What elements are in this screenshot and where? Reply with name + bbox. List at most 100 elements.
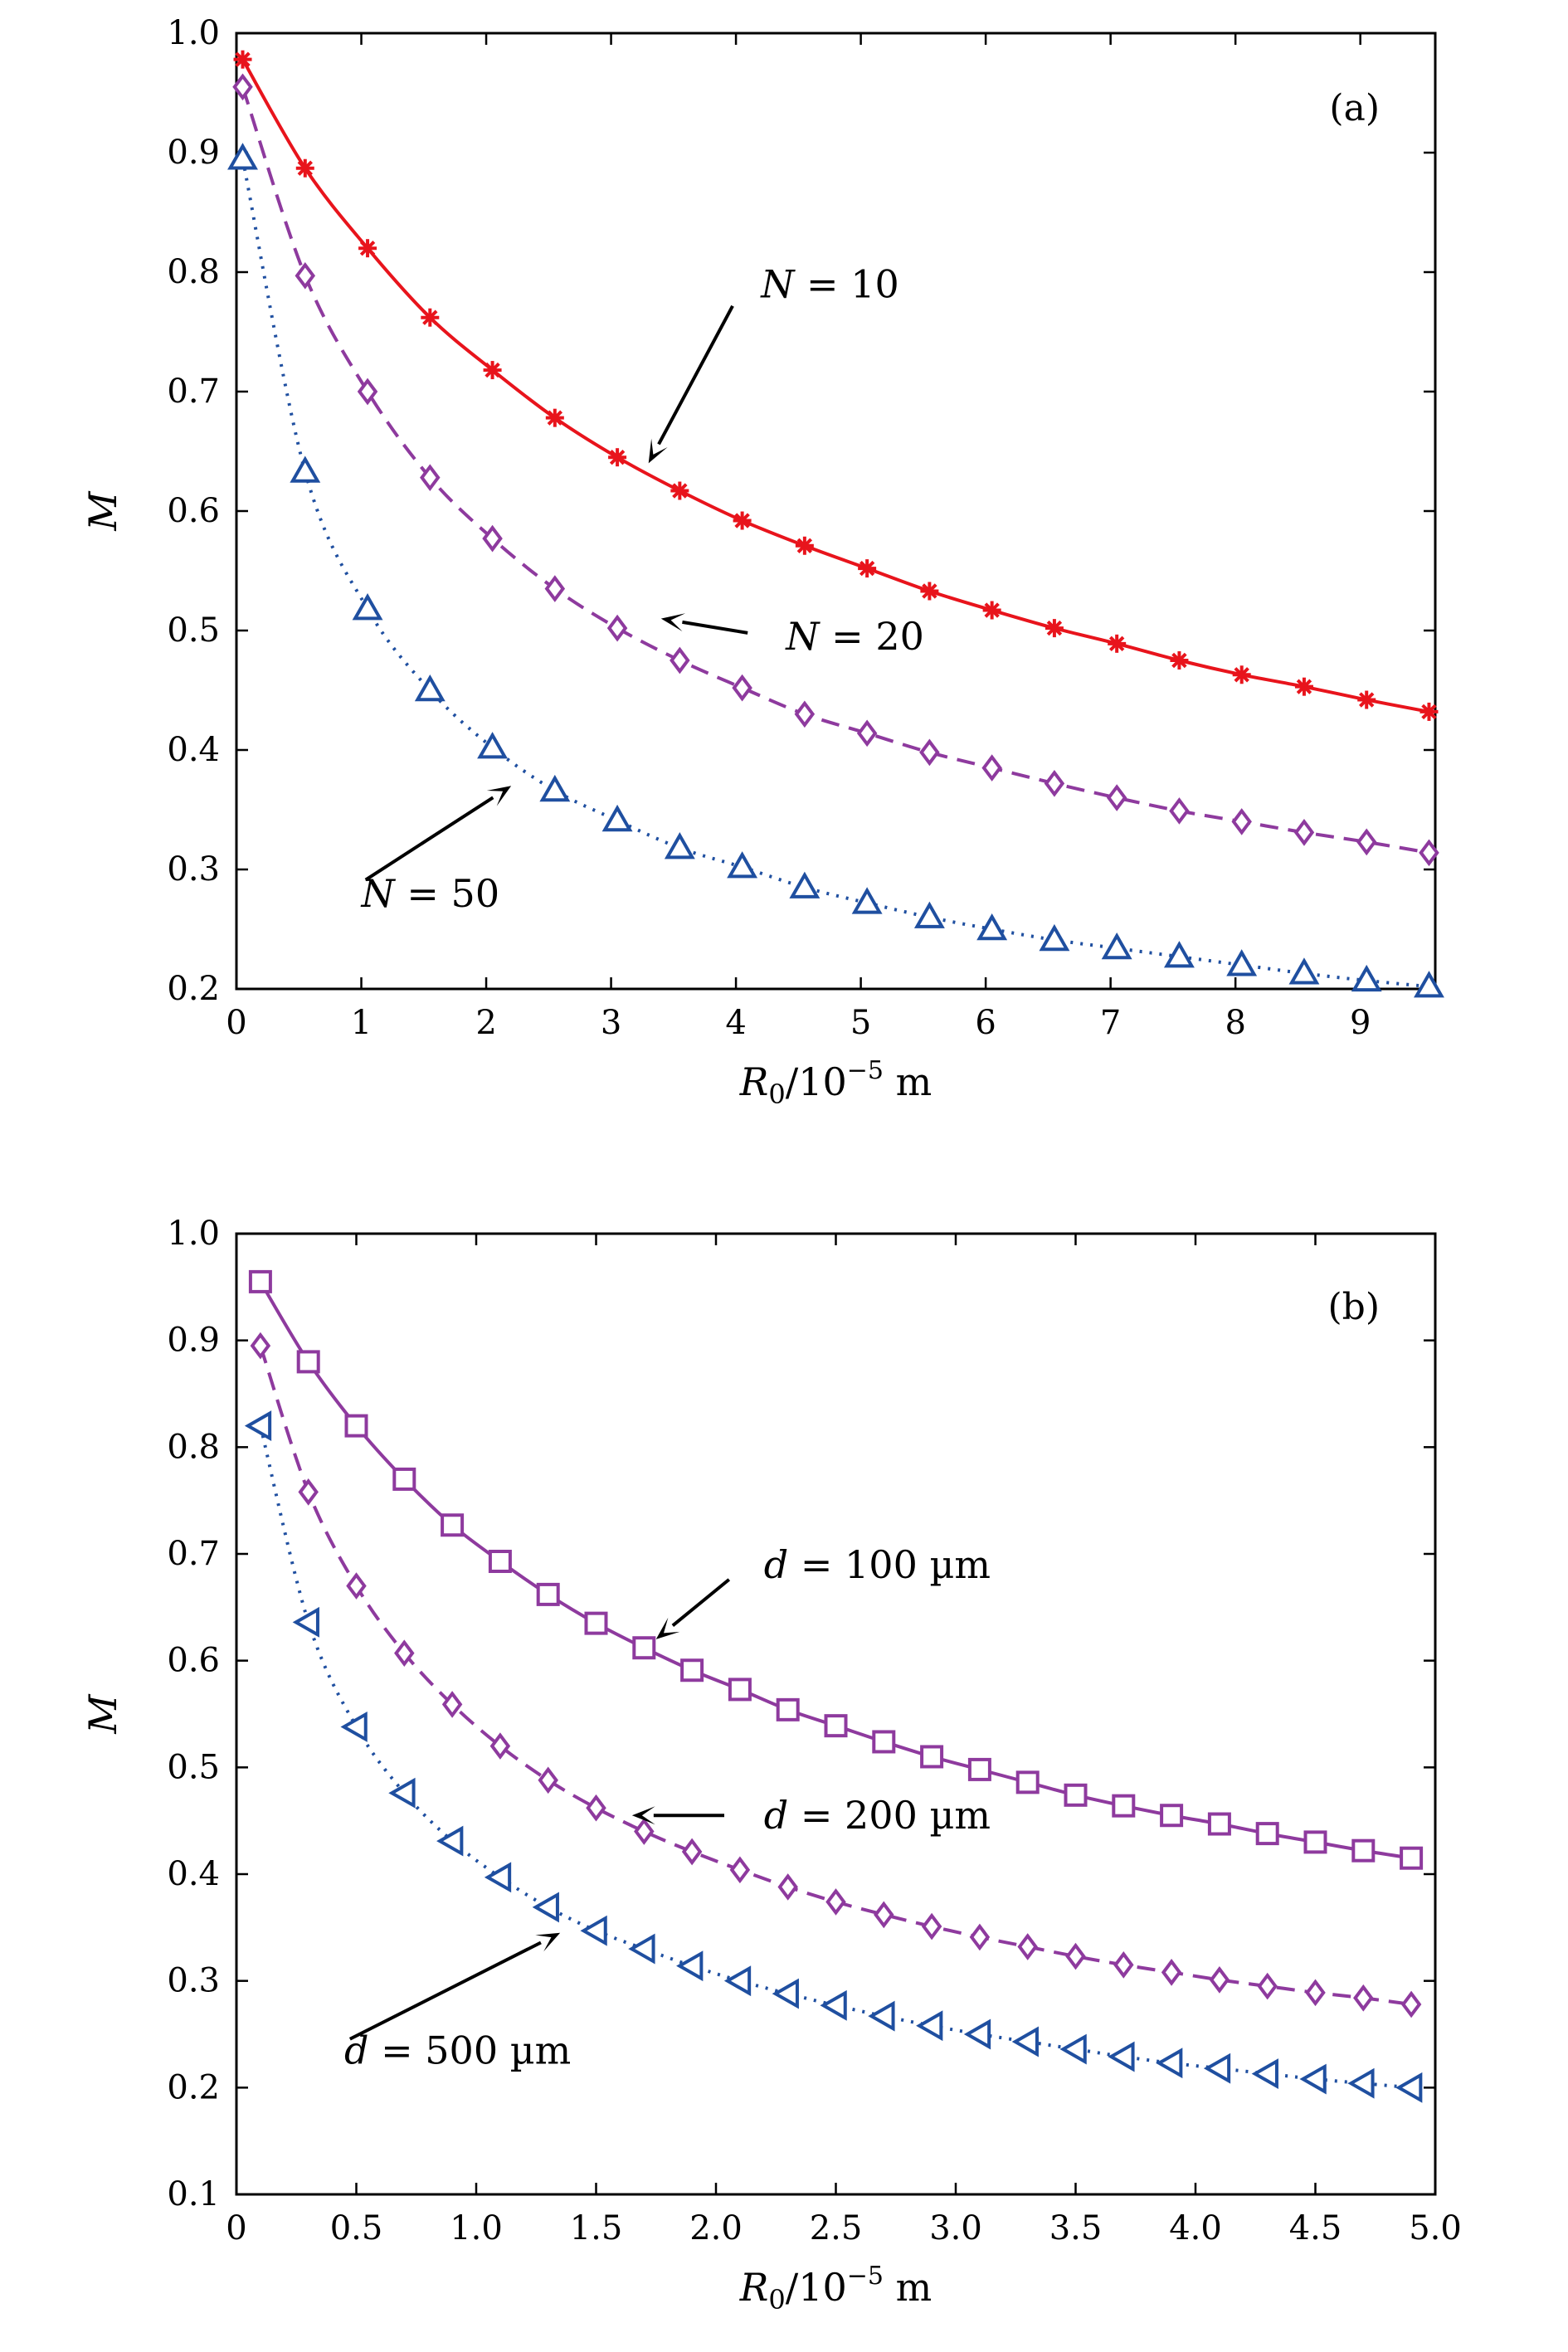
- data-point-2: [1101, 933, 1132, 960]
- data-point-0-stroke: [1421, 704, 1437, 720]
- data-point-2: [601, 804, 633, 832]
- data-point-1: [1161, 1959, 1182, 1986]
- data-point-2: [851, 887, 883, 914]
- y-tick-label: 0.2: [167, 970, 220, 1008]
- data-point-0: [608, 448, 627, 467]
- annotation-label-var: d: [764, 1542, 788, 1587]
- data-point-1: [981, 754, 1002, 782]
- data-point-0: [1255, 1822, 1279, 1846]
- data-point-0-stroke: [609, 450, 626, 465]
- y-tick-label: 0.4: [167, 1855, 220, 1893]
- data-point-0: [1303, 1830, 1327, 1854]
- y-tick-label: 0.2: [167, 2068, 220, 2106]
- data-point-0-stroke: [734, 513, 750, 528]
- x-axis-label-exp: −5: [847, 1056, 884, 1085]
- data-point-2: [820, 1989, 847, 2021]
- data-point-0: [1064, 1783, 1088, 1807]
- data-point-2: [628, 1933, 655, 1965]
- data-point-2: [664, 832, 695, 859]
- annotation-label-text: = 10: [794, 261, 898, 306]
- data-point-0: [1112, 1794, 1136, 1818]
- data-point-0: [1357, 690, 1376, 709]
- data-point-0: [1015, 1770, 1040, 1794]
- data-point-0: [1294, 677, 1313, 696]
- data-point-1: [634, 1818, 655, 1845]
- data-point-2: [1288, 957, 1320, 985]
- data-point-0: [1351, 1838, 1376, 1863]
- x-axis-label-var: R: [739, 1059, 769, 1104]
- data-point-0: [776, 1697, 800, 1721]
- data-point-1: [777, 1873, 798, 1901]
- data-point-2: [580, 1915, 607, 1946]
- data-point-1: [732, 674, 752, 702]
- data-point-1: [670, 646, 690, 674]
- y-tick-label: 0.1: [167, 2175, 220, 2213]
- data-point-0: [920, 582, 939, 601]
- annotation-arrowhead: [535, 1932, 561, 1952]
- x-tick-label: 9: [1350, 1004, 1371, 1042]
- data-point-0: [488, 1550, 512, 1574]
- x-tick-label: 1: [351, 1004, 372, 1042]
- data-point-0-stroke: [547, 410, 563, 426]
- x-tick-label: 0.5: [330, 2209, 383, 2247]
- data-point-0: [728, 1678, 752, 1702]
- data-point-2: [340, 1711, 368, 1742]
- annotation-label-text: = 200 µm: [788, 1793, 991, 1838]
- x-tick-label: 8: [1225, 1004, 1245, 1042]
- data-point-1: [1044, 769, 1065, 797]
- data-point-2: [723, 1965, 752, 1997]
- data-point-0: [920, 1745, 944, 1769]
- annotation-label-var: N: [760, 261, 796, 306]
- data-point-0: [344, 1414, 368, 1438]
- x-tick-label: 2.0: [689, 2209, 743, 2247]
- data-point-2: [1351, 964, 1382, 992]
- x-axis-label-sub: 0: [768, 2284, 785, 2315]
- data-point-1: [482, 524, 503, 553]
- panel-b: (b) 0 0.5 1.0 1.5 2.0 2.5 3.0 3.5 4.0 4.5 5.0 0.1 0.…: [80, 1215, 1462, 2315]
- annotation-arrow: [682, 620, 748, 635]
- data-point-1: [681, 1838, 703, 1866]
- annotation-arrowhead: [486, 786, 512, 806]
- data-point-2: [727, 851, 758, 879]
- data-point-0-stroke: [796, 538, 813, 553]
- data-point-1: [606, 614, 628, 642]
- data-point-1: [538, 1766, 558, 1794]
- series-line-0: [241, 58, 1429, 713]
- data-point-0: [536, 1582, 560, 1606]
- data-point-0: [392, 1467, 416, 1491]
- data-point-2: [292, 1606, 319, 1638]
- data-point-1: [856, 719, 878, 747]
- data-point-1: [794, 700, 816, 728]
- x-tick-label: 5: [850, 1004, 871, 1042]
- y-tick-label: 0.6: [167, 492, 220, 530]
- y-tick-label: 0.7: [167, 373, 220, 411]
- data-point-2: [1039, 923, 1070, 952]
- x-tick-label: 0: [226, 1004, 246, 1042]
- data-point-0: [584, 1611, 608, 1635]
- data-point-2: [676, 1950, 704, 1982]
- data-point-0: [872, 1730, 896, 1754]
- data-point-2: [227, 143, 258, 170]
- data-point-1: [1293, 819, 1315, 846]
- data-point-2: [1203, 2053, 1231, 2084]
- series-line-1: [241, 86, 1429, 855]
- annotation-label-var: N: [361, 871, 397, 916]
- annotation-label: N = 10: [760, 261, 899, 306]
- x-tick-label: 0: [226, 2209, 246, 2247]
- panel-b-label: (b): [1328, 1286, 1381, 1328]
- annotation-label-text: = 500 µm: [369, 2028, 572, 2072]
- data-point-2: [388, 1777, 416, 1809]
- data-point-0-stroke: [297, 160, 313, 176]
- data-point-1: [357, 377, 378, 406]
- y-axis-label: M: [80, 490, 125, 532]
- data-point-0: [545, 408, 564, 427]
- data-point-1: [346, 1572, 367, 1600]
- data-point-2: [539, 774, 571, 802]
- data-point-2: [1226, 949, 1258, 976]
- data-point-1: [250, 1332, 271, 1360]
- x-axis-label-var: R: [739, 2265, 769, 2310]
- x-axis-label-rest: /10: [786, 1059, 847, 1104]
- y-tick-label: 0.3: [167, 850, 220, 889]
- data-point-1: [489, 1732, 511, 1760]
